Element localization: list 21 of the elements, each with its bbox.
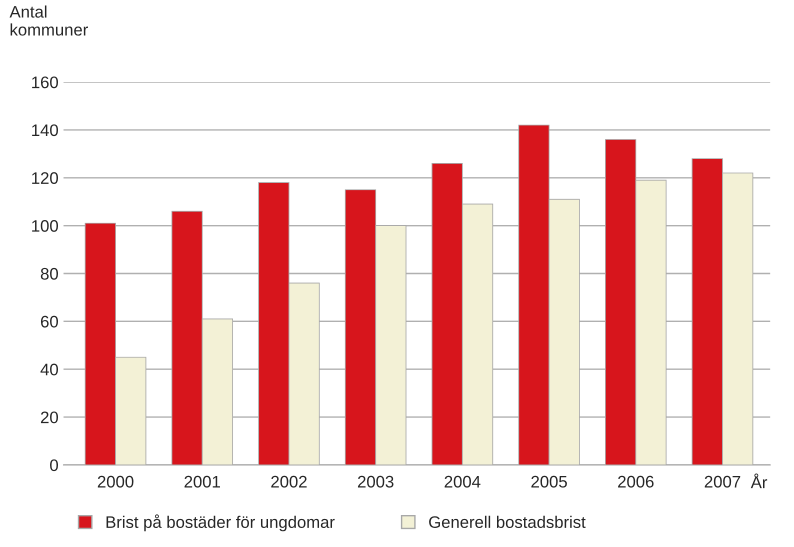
y-tick-label: 0 xyxy=(50,459,58,472)
y-tick-label: 60 xyxy=(40,316,58,328)
y-tick-label: 40 xyxy=(40,364,58,376)
y-tick-label: 100 xyxy=(32,220,58,232)
y-tick-label: 80 xyxy=(40,268,58,280)
x-tick-label: 2006 xyxy=(618,476,654,488)
y-tick-label: 120 xyxy=(32,172,58,184)
y-axis-title: Antal kommuner xyxy=(10,5,88,36)
legend-label: Brist på bostäder för ungdomar xyxy=(106,514,335,532)
x-tick-label: 2004 xyxy=(444,476,480,488)
y-tick-label: 140 xyxy=(32,124,58,136)
x-tick-label: 2007 xyxy=(704,476,740,488)
x-tick-label: 2001 xyxy=(184,476,220,488)
x-tick-label: 2002 xyxy=(271,476,307,488)
x-axis-title: År xyxy=(750,474,768,488)
y-tick-label: 20 xyxy=(40,411,58,424)
x-tick-label: 2003 xyxy=(358,476,394,488)
legend-label: Generell bostadsbrist xyxy=(429,516,586,528)
y-tick-label: 160 xyxy=(32,76,58,88)
x-tick-label: 2000 xyxy=(98,476,134,488)
x-tick-label: 2005 xyxy=(531,476,567,488)
